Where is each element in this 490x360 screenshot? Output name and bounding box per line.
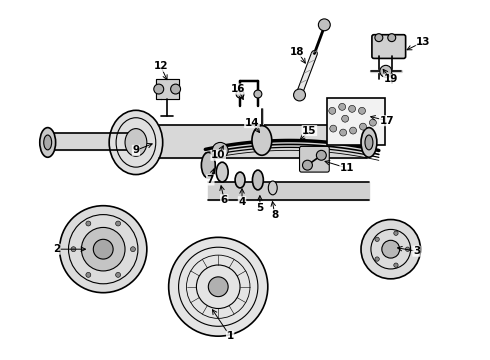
Ellipse shape [235,172,245,188]
Text: 3: 3 [413,246,420,256]
Bar [327,98,385,145]
Circle shape [394,231,398,235]
Circle shape [340,129,346,136]
Text: 8: 8 [271,210,278,220]
Ellipse shape [361,127,377,157]
Circle shape [349,127,357,134]
Circle shape [405,247,410,251]
Ellipse shape [252,170,263,190]
Circle shape [329,107,336,114]
Circle shape [212,143,228,158]
Text: 17: 17 [379,116,394,126]
Ellipse shape [109,110,163,175]
Polygon shape [156,79,178,99]
Text: 6: 6 [220,195,228,205]
Circle shape [130,247,135,252]
Circle shape [359,107,366,114]
Circle shape [342,115,348,122]
Text: 19: 19 [384,74,398,84]
Text: 12: 12 [153,61,168,71]
Circle shape [208,277,228,297]
Text: 11: 11 [340,163,354,173]
Text: 15: 15 [302,126,317,136]
Ellipse shape [216,162,228,182]
Circle shape [71,247,76,252]
Circle shape [330,125,337,132]
Text: 5: 5 [256,203,264,213]
Circle shape [388,34,396,42]
Ellipse shape [252,126,272,155]
Circle shape [294,89,305,101]
Circle shape [394,263,398,267]
Ellipse shape [40,127,56,157]
Circle shape [369,119,376,126]
Circle shape [86,221,91,226]
Circle shape [93,239,113,259]
Circle shape [382,240,400,258]
Circle shape [318,19,330,31]
Text: 1: 1 [226,331,234,341]
Circle shape [339,103,345,110]
Text: 7: 7 [207,175,214,185]
Text: 16: 16 [231,84,245,94]
Circle shape [60,206,147,293]
Circle shape [171,84,180,94]
Circle shape [317,150,326,160]
Circle shape [380,66,392,77]
Circle shape [116,273,121,277]
Circle shape [116,221,121,226]
Circle shape [375,237,379,242]
Text: 13: 13 [416,37,431,47]
Circle shape [169,237,268,336]
Ellipse shape [365,135,373,150]
Circle shape [81,228,125,271]
Text: 2: 2 [53,244,60,254]
FancyBboxPatch shape [372,35,406,58]
Circle shape [375,257,379,261]
Text: 10: 10 [211,150,225,160]
Circle shape [375,34,383,42]
Circle shape [86,273,91,277]
Circle shape [361,220,420,279]
Circle shape [360,123,367,130]
Ellipse shape [201,152,215,178]
Circle shape [302,160,313,170]
Text: 18: 18 [290,46,305,57]
Circle shape [254,90,262,98]
Ellipse shape [269,181,277,195]
Text: 9: 9 [132,145,140,156]
Circle shape [154,84,164,94]
Ellipse shape [44,135,51,150]
FancyBboxPatch shape [299,147,329,172]
Circle shape [236,90,244,98]
Text: 4: 4 [238,197,245,207]
Ellipse shape [125,129,147,156]
Text: 14: 14 [245,118,259,128]
Circle shape [348,105,356,112]
